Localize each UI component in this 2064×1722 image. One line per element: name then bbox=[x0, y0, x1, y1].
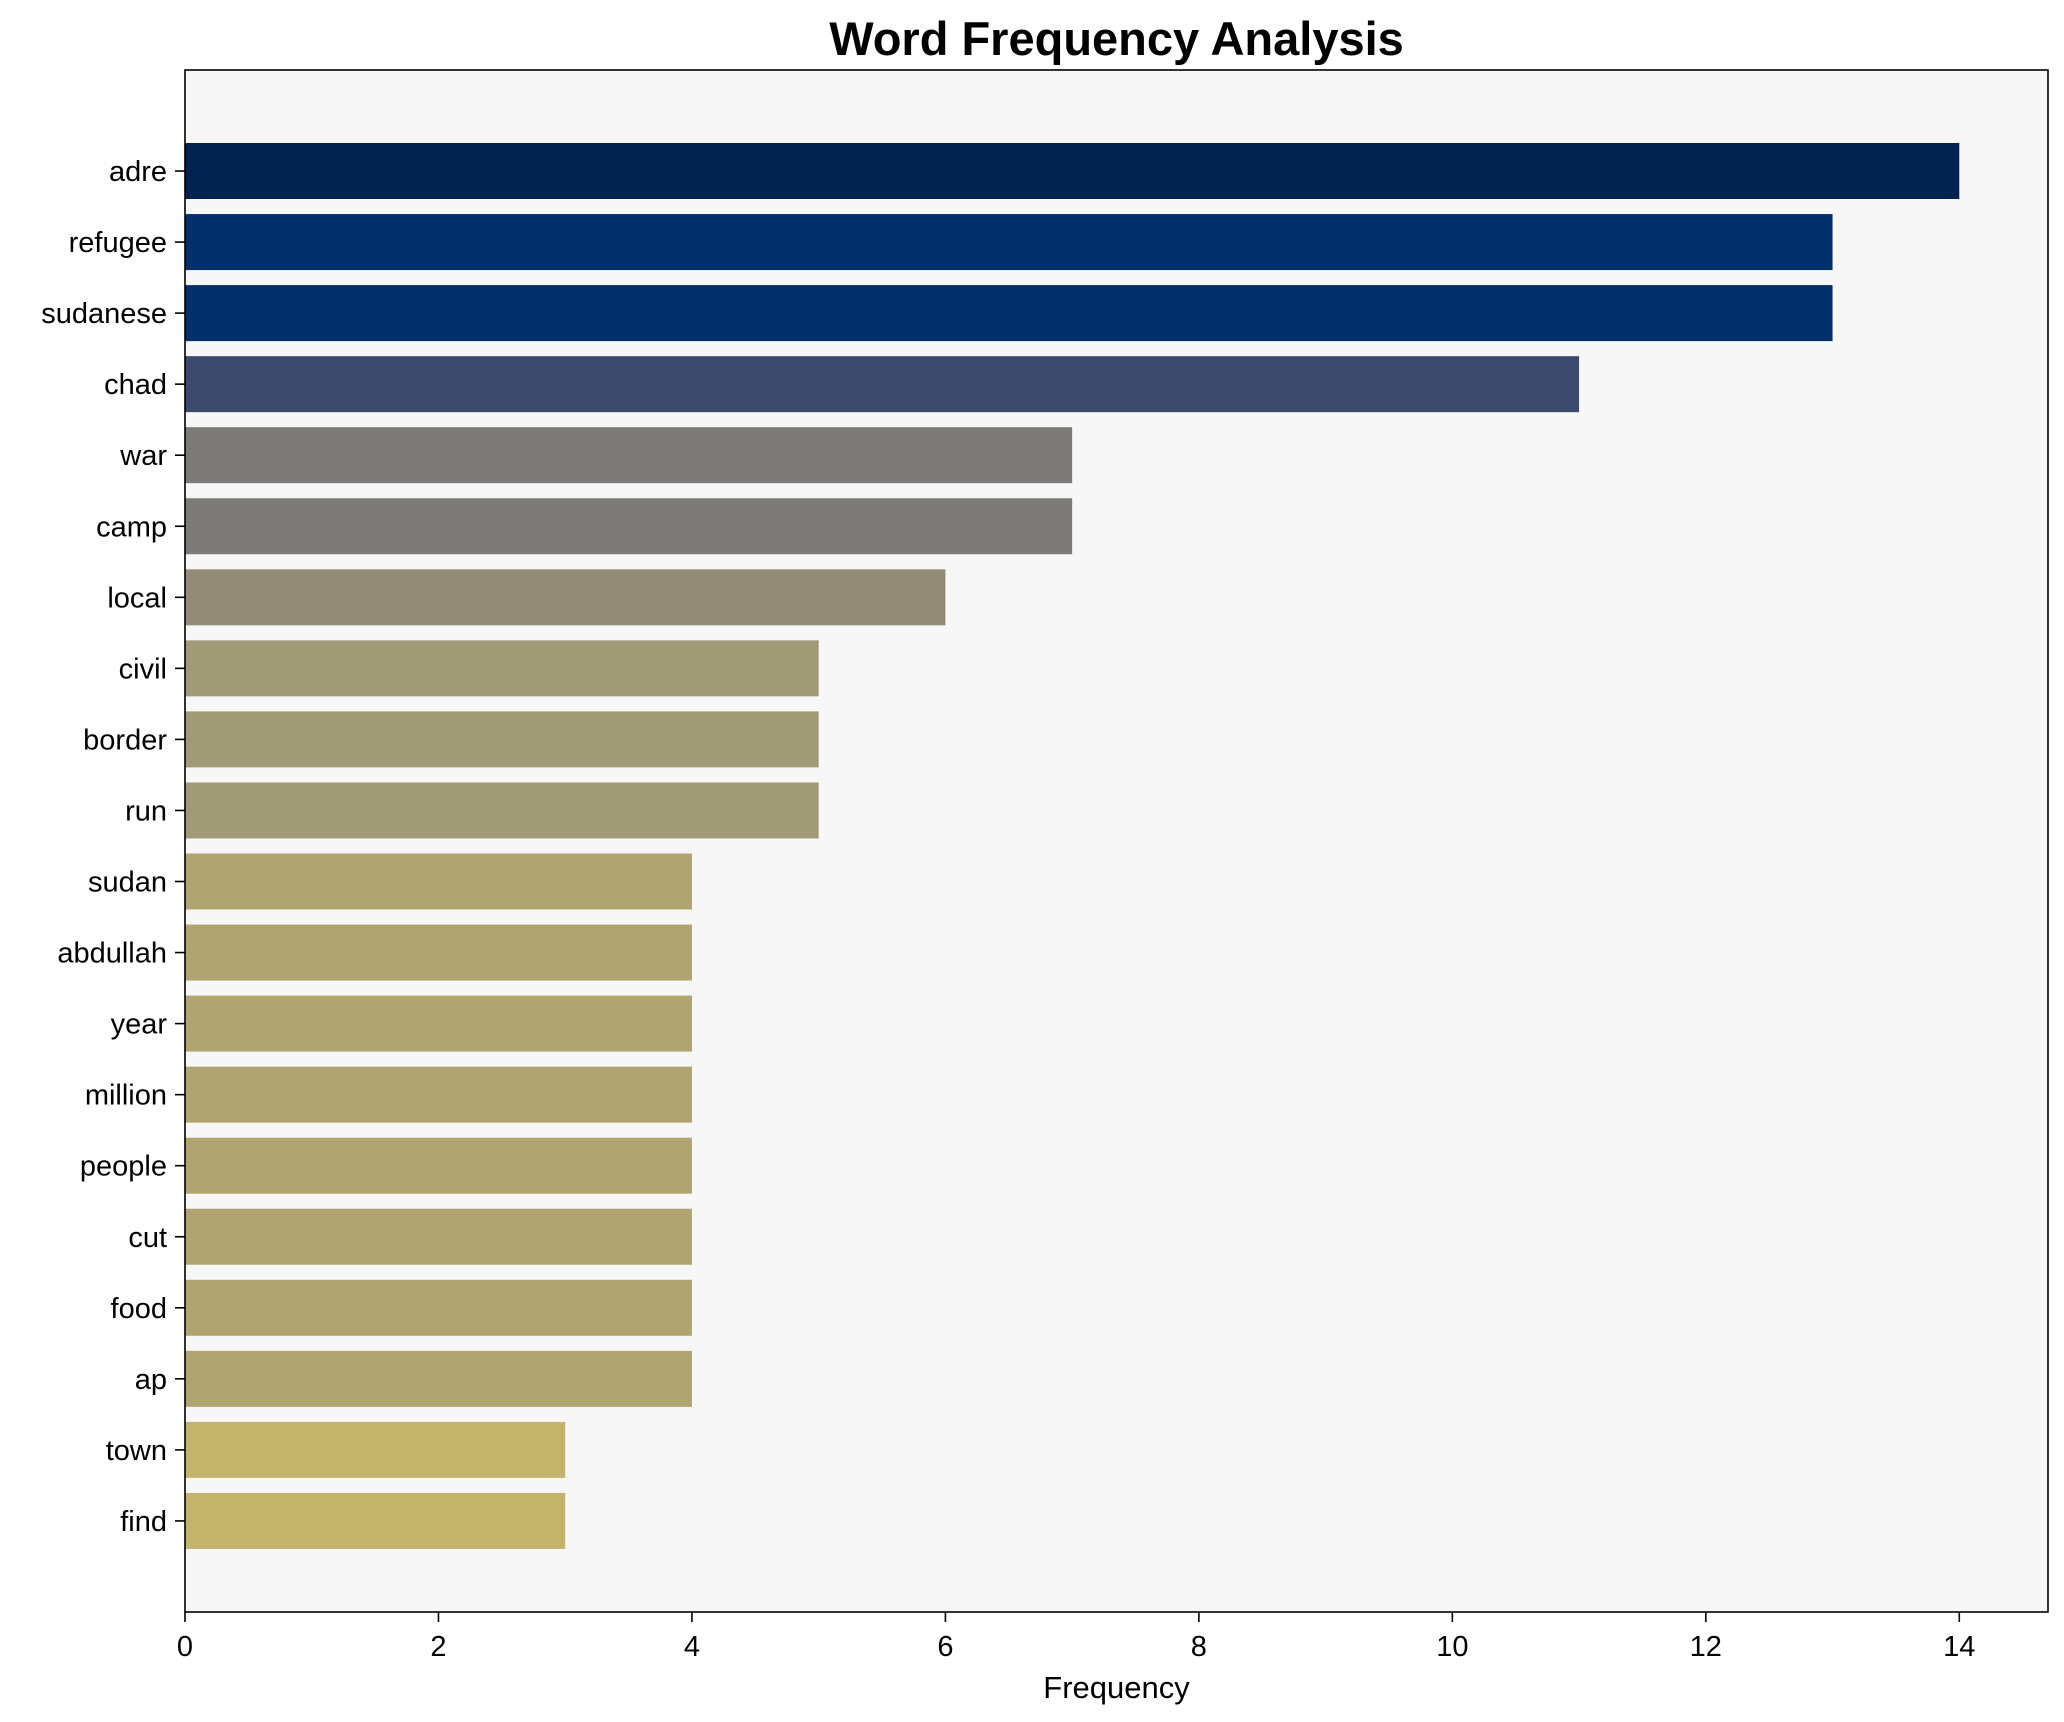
y-tick-label: refugee bbox=[69, 227, 167, 259]
x-tick-label: 4 bbox=[684, 1631, 700, 1663]
plot-frame bbox=[184, 69, 2049, 1613]
bar-border bbox=[185, 711, 819, 768]
y-tick-label: food bbox=[111, 1293, 167, 1325]
bar-refugee bbox=[185, 214, 1833, 271]
bar-sudanese bbox=[185, 285, 1833, 342]
x-axis-ticks: 0 2 4 6 8 10 12 14 bbox=[177, 1612, 1975, 1663]
y-tick-label: border bbox=[83, 724, 167, 756]
chart-title: Word Frequency Analysis bbox=[829, 12, 1404, 65]
x-tick-label: 8 bbox=[1191, 1631, 1207, 1663]
bar-camp bbox=[185, 498, 1073, 555]
y-tick-label: sudan bbox=[88, 867, 167, 899]
y-tick-label: town bbox=[106, 1435, 167, 1467]
bars-group bbox=[185, 143, 1960, 1549]
x-tick-label: 14 bbox=[1943, 1631, 1975, 1663]
y-tick-label: local bbox=[107, 582, 167, 614]
x-tick-label: 12 bbox=[1690, 1631, 1722, 1663]
bar-million bbox=[185, 1066, 692, 1123]
y-tick-label: chad bbox=[104, 369, 167, 401]
bar-sudan bbox=[185, 853, 692, 910]
bar-ap bbox=[185, 1350, 692, 1407]
y-tick-label: adre bbox=[109, 156, 167, 188]
y-tick-label: camp bbox=[96, 511, 167, 543]
y-tick-label: people bbox=[80, 1151, 167, 1183]
y-tick-label: war bbox=[119, 440, 167, 472]
bar-people bbox=[185, 1137, 692, 1194]
y-tick-label: run bbox=[125, 795, 167, 827]
y-tick-label: ap bbox=[135, 1364, 167, 1396]
y-tick-label: cut bbox=[128, 1222, 167, 1254]
y-tick-label: abdullah bbox=[57, 938, 167, 970]
y-tick-label: find bbox=[120, 1506, 167, 1538]
bar-adre bbox=[185, 143, 1960, 199]
x-axis-label: Frequency bbox=[1043, 1670, 1190, 1705]
bar-civil bbox=[185, 640, 819, 697]
x-tick-label: 6 bbox=[937, 1631, 953, 1663]
bar-abdullah bbox=[185, 924, 692, 981]
y-axis-ticks: adre refugee sudanese chad war camp local civil… bbox=[41, 156, 185, 1538]
x-tick-label: 0 bbox=[177, 1631, 193, 1663]
bar-food bbox=[185, 1279, 692, 1336]
bar-cut bbox=[185, 1208, 692, 1265]
bar-find bbox=[185, 1492, 566, 1549]
y-tick-label: year bbox=[111, 1009, 168, 1041]
y-tick-label: sudanese bbox=[41, 298, 167, 330]
x-tick-label: 2 bbox=[430, 1631, 446, 1663]
x-tick-label: 10 bbox=[1436, 1631, 1468, 1663]
bar-run bbox=[185, 782, 819, 839]
bar-chad bbox=[185, 356, 1580, 413]
y-tick-label: million bbox=[85, 1080, 167, 1112]
y-tick-label: civil bbox=[119, 653, 167, 685]
bar-year bbox=[185, 995, 692, 1052]
bar-war bbox=[185, 427, 1073, 484]
bar-local bbox=[185, 569, 946, 626]
bar-town bbox=[185, 1421, 566, 1478]
